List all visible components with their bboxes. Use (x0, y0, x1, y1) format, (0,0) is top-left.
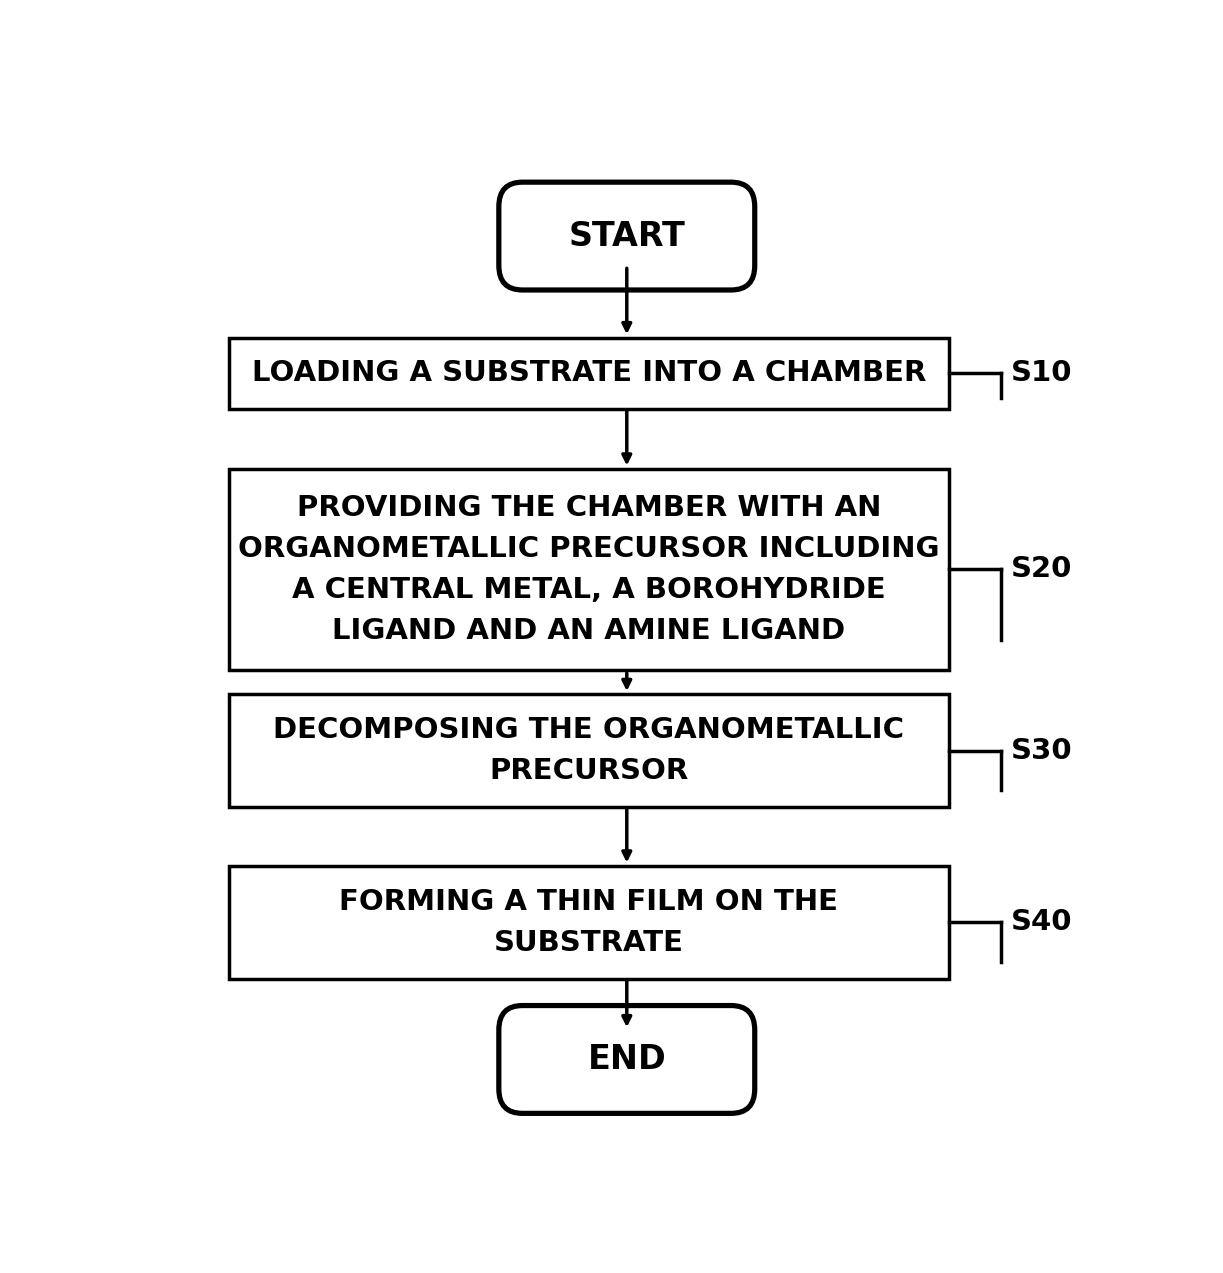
FancyBboxPatch shape (499, 1006, 755, 1114)
Text: S30: S30 (1010, 737, 1073, 765)
Text: S40: S40 (1010, 908, 1073, 936)
Text: S20: S20 (1010, 555, 1073, 583)
FancyBboxPatch shape (499, 182, 755, 290)
Text: DECOMPOSING THE ORGANOMETALLIC
PRECURSOR: DECOMPOSING THE ORGANOMETALLIC PRECURSOR (274, 717, 904, 785)
Text: LOADING A SUBSTRATE INTO A CHAMBER: LOADING A SUBSTRATE INTO A CHAMBER (252, 359, 926, 387)
Bar (229, 866, 949, 979)
Text: S10: S10 (1010, 359, 1073, 387)
Text: END: END (587, 1043, 667, 1076)
Bar (229, 694, 949, 807)
Text: START: START (569, 219, 685, 252)
Text: FORMING A THIN FILM ON THE
SUBSTRATE: FORMING A THIN FILM ON THE SUBSTRATE (339, 887, 839, 957)
Bar (229, 339, 949, 409)
Bar (229, 468, 949, 670)
Text: PROVIDING THE CHAMBER WITH AN
ORGANOMETALLIC PRECURSOR INCLUDING
A CENTRAL METAL: PROVIDING THE CHAMBER WITH AN ORGANOMETA… (238, 494, 939, 645)
